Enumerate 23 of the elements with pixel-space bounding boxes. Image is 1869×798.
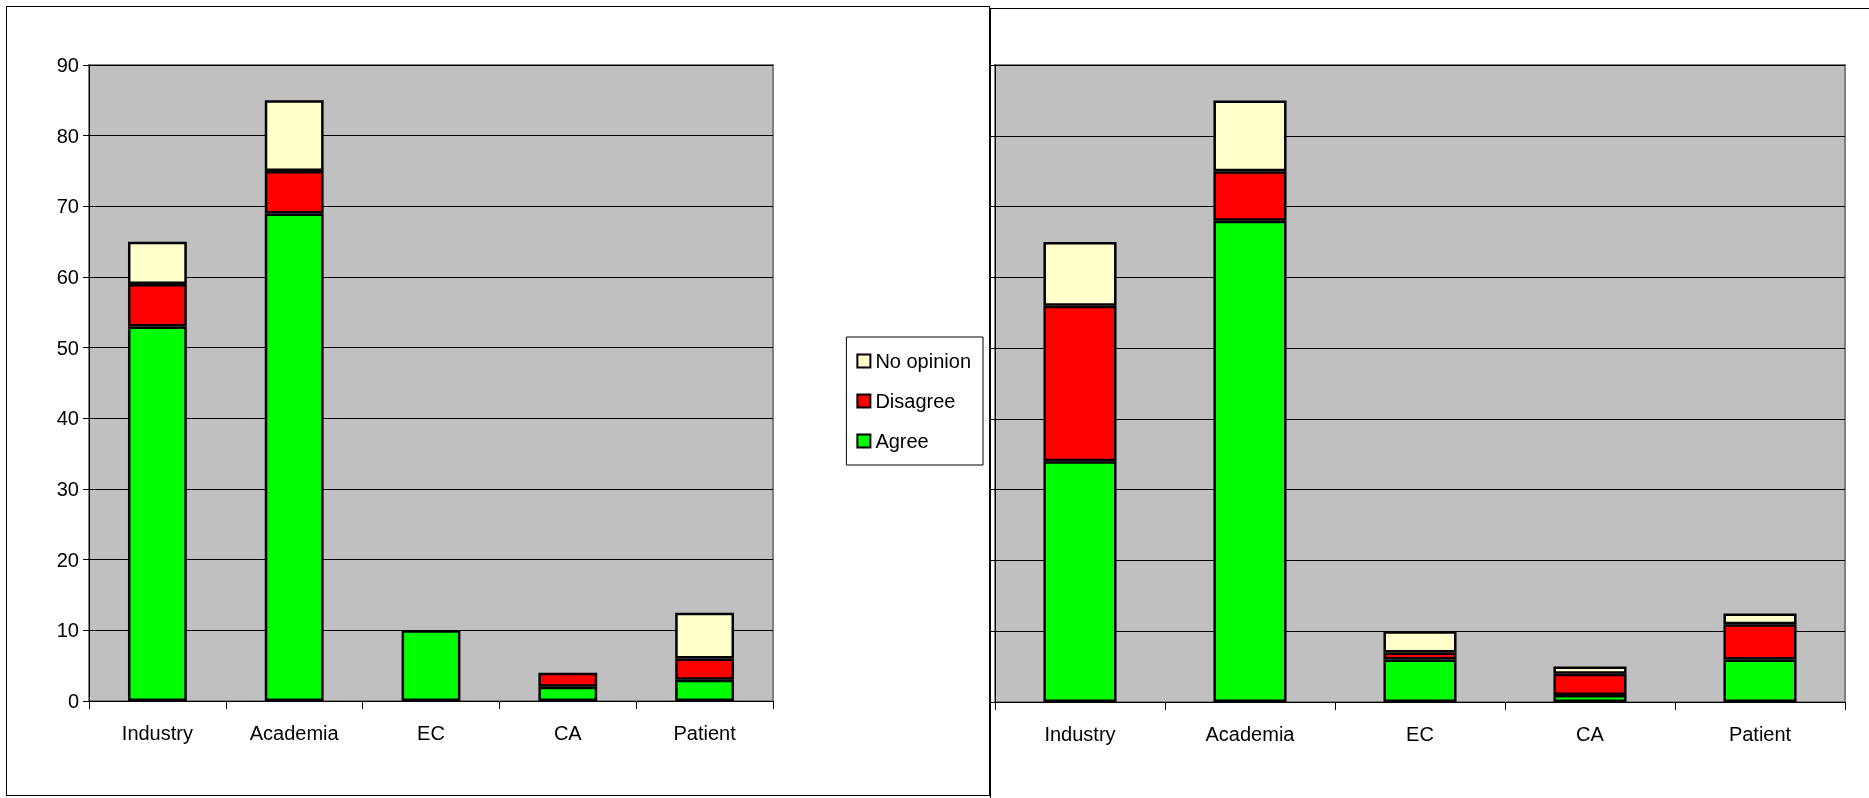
y-tick-label: 40 bbox=[56, 407, 79, 430]
x-tick-label: CA bbox=[553, 722, 583, 744]
y-tick-label: 30 bbox=[56, 478, 79, 500]
y-tick-label: 10 bbox=[56, 619, 79, 642]
y-tick-label: 70 bbox=[56, 195, 79, 218]
legend-label: No opinion bbox=[875, 350, 971, 372]
y-tick-label: 0 bbox=[67, 690, 79, 712]
x-tick-label: Industry bbox=[1044, 723, 1116, 745]
y-tick-label: 90 bbox=[56, 54, 79, 76]
x-tick-label: Industry bbox=[121, 722, 193, 744]
y-tick-label: 20 bbox=[56, 548, 79, 571]
x-tick-label: Academia bbox=[1205, 723, 1296, 745]
legend-label: Agree bbox=[875, 430, 929, 452]
x-tick-label: CA bbox=[1576, 723, 1605, 745]
y-tick-label: 60 bbox=[56, 266, 79, 288]
x-tick-label: EC bbox=[417, 722, 445, 744]
y-tick-label: 50 bbox=[56, 336, 79, 359]
y-tick-label: 80 bbox=[56, 124, 79, 147]
x-tick-label: Patient bbox=[673, 722, 737, 744]
x-tick-label: Patient bbox=[1728, 723, 1792, 745]
x-tick-label: EC bbox=[1406, 723, 1434, 745]
x-tick-label: Academia bbox=[249, 722, 340, 744]
legend-label: Disagree bbox=[875, 390, 956, 412]
